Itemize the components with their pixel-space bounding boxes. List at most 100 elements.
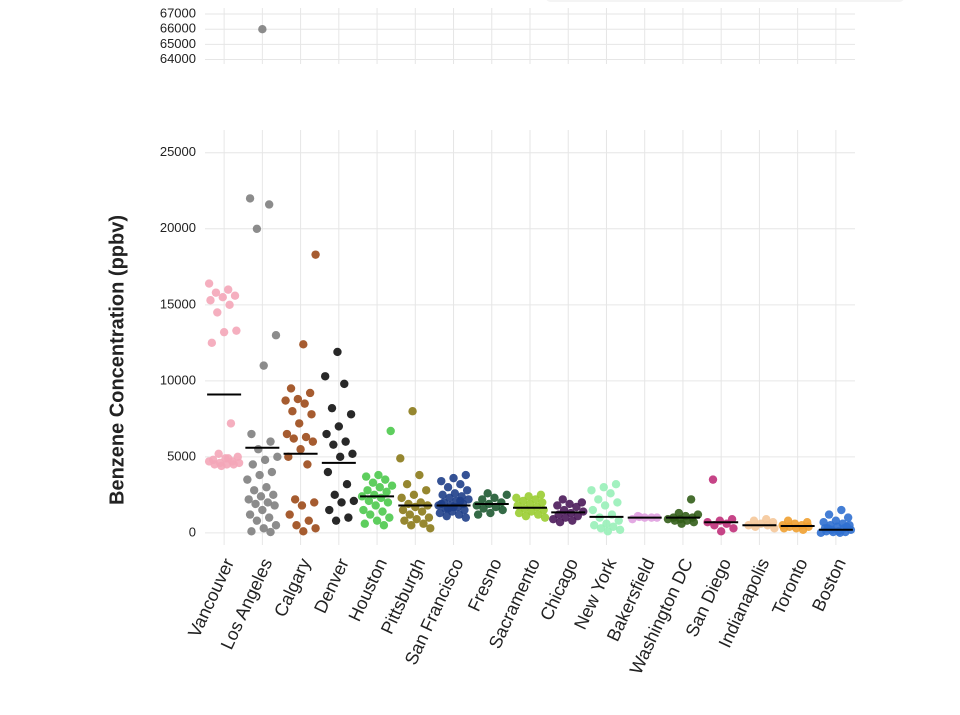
data-point — [405, 510, 415, 519]
data-point — [224, 285, 233, 294]
data-point — [281, 396, 290, 405]
x-tick-label: Denver — [310, 555, 353, 616]
data-point — [300, 399, 309, 408]
data-point — [243, 475, 252, 484]
data-point — [486, 508, 495, 518]
data-point — [226, 419, 236, 428]
data-point — [408, 407, 417, 416]
data-point — [264, 513, 274, 522]
data-point — [282, 429, 292, 439]
data-point — [600, 501, 610, 510]
data-point — [502, 490, 511, 500]
y-tick-label: 15000 — [160, 296, 196, 311]
data-point — [329, 440, 338, 449]
data-point — [435, 508, 445, 518]
data-point — [247, 527, 256, 536]
data-point — [729, 524, 738, 533]
data-point — [366, 510, 375, 519]
data-point — [382, 487, 391, 496]
data-point — [613, 498, 622, 507]
data-point — [255, 470, 264, 480]
data-point — [290, 495, 300, 504]
data-point — [553, 501, 562, 510]
data-point — [224, 454, 233, 463]
data-point — [378, 507, 387, 516]
data-point — [331, 516, 341, 525]
data-point — [207, 338, 217, 348]
data-point — [689, 517, 699, 527]
data-point — [254, 445, 263, 454]
data-point — [269, 490, 278, 500]
data-point — [437, 499, 446, 509]
data-point — [478, 495, 487, 504]
data-point — [751, 522, 760, 531]
y-tick-label: 65000 — [160, 36, 196, 51]
data-point — [368, 478, 378, 487]
data-point — [245, 194, 255, 203]
y-tick-label: 20000 — [160, 220, 196, 235]
data-point — [596, 524, 606, 533]
data-point — [686, 495, 696, 504]
data-point — [249, 486, 259, 495]
data-point — [304, 516, 313, 525]
data-point — [219, 327, 229, 337]
data-point — [512, 493, 521, 503]
data-point — [558, 495, 567, 504]
data-point — [259, 524, 268, 533]
data-point — [303, 460, 312, 469]
data-point — [473, 510, 483, 519]
data-point — [204, 457, 214, 466]
data-point — [301, 432, 311, 442]
data-point — [340, 379, 349, 389]
data-point — [232, 326, 241, 335]
data-point — [419, 519, 428, 528]
data-point — [398, 505, 408, 515]
data-point — [218, 293, 227, 302]
data-point — [449, 473, 458, 483]
data-point — [211, 288, 221, 297]
data-point — [271, 521, 281, 530]
data-point — [266, 527, 275, 537]
data-point — [456, 496, 465, 506]
data-point — [409, 490, 419, 500]
data-point — [288, 407, 297, 416]
data-point — [359, 505, 368, 515]
data-point — [349, 496, 359, 506]
data-point — [247, 429, 256, 439]
data-point — [411, 502, 420, 512]
data-point — [555, 517, 565, 527]
data-point — [213, 308, 222, 317]
data-point — [490, 493, 499, 503]
data-point — [383, 498, 393, 507]
data-point — [260, 455, 270, 465]
data-point — [606, 489, 615, 498]
data-point — [549, 514, 558, 524]
data-point — [333, 347, 342, 357]
data-point — [348, 449, 357, 458]
data-point — [407, 521, 416, 530]
data-point — [341, 437, 350, 446]
y-tick-label: 10000 — [160, 372, 196, 387]
data-point — [372, 516, 382, 525]
data-point — [454, 510, 464, 519]
data-point — [565, 499, 574, 509]
y-tick-label: 64000 — [160, 51, 196, 66]
data-point — [361, 472, 371, 481]
data-point — [412, 514, 421, 524]
data-point — [360, 519, 369, 528]
data-point — [443, 483, 453, 492]
data-point — [285, 510, 294, 519]
data-point — [299, 340, 308, 349]
data-point — [479, 504, 488, 513]
data-point — [568, 516, 577, 525]
data-point — [214, 449, 223, 458]
data-point — [371, 501, 380, 510]
data-point — [461, 470, 471, 480]
data-point — [375, 483, 384, 492]
data-point — [311, 524, 320, 533]
data-point — [230, 291, 240, 300]
data-point — [521, 511, 531, 521]
data-point — [248, 460, 258, 469]
data-point — [292, 521, 301, 530]
data-point — [310, 498, 319, 507]
